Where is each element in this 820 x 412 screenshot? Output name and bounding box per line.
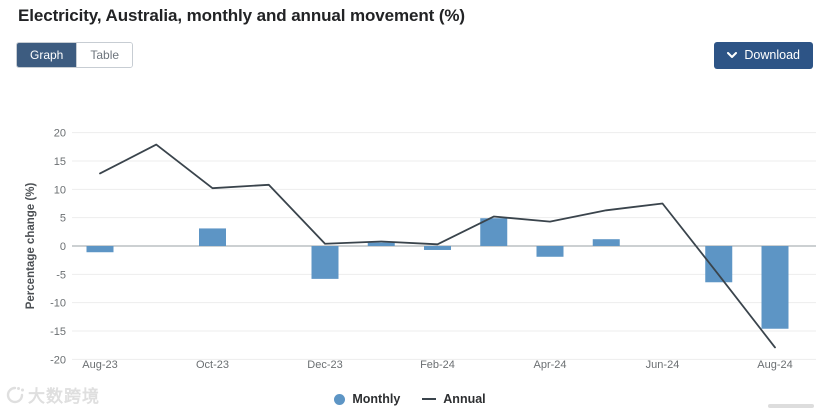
bar-monthly[interactable] bbox=[367, 242, 395, 246]
graph-tab[interactable]: Graph bbox=[17, 43, 77, 67]
chevron-down-icon bbox=[727, 49, 738, 62]
x-tick-label: Aug-23 bbox=[82, 359, 117, 371]
bar-monthly[interactable] bbox=[199, 228, 226, 246]
annual-line-icon bbox=[422, 397, 437, 401]
table-tab[interactable]: Table bbox=[76, 43, 133, 67]
legend-label-monthly: Monthly bbox=[352, 392, 401, 406]
x-tick-label: Dec-23 bbox=[307, 359, 342, 371]
combo-chart: 20 15 10 5 0 -5 -10 -15 -20 Aug-23 Oct-23 Dec-23 Feb… bbox=[25, 128, 816, 371]
y-tick-label: 10 bbox=[54, 184, 66, 196]
monthly-dot-icon bbox=[334, 393, 346, 405]
bar-monthly[interactable] bbox=[480, 218, 508, 246]
y-tick-label: -5 bbox=[56, 269, 66, 281]
download-button[interactable]: Download bbox=[714, 42, 813, 69]
x-tick-label: Oct-23 bbox=[196, 359, 229, 371]
chart-legend: Monthly Annual bbox=[0, 392, 820, 406]
view-toggle: Graph Table bbox=[16, 42, 134, 68]
x-tick-label: Apr-24 bbox=[533, 359, 566, 371]
legend-label-annual: Annual bbox=[443, 392, 486, 406]
y-tick-label: 15 bbox=[54, 156, 66, 168]
x-tick-label: Aug-24 bbox=[757, 359, 792, 371]
bar-monthly[interactable] bbox=[311, 246, 339, 279]
y-tick-label: -20 bbox=[50, 354, 66, 366]
y-axis-title: Percentage change (%) bbox=[25, 183, 37, 310]
x-tick-label: Feb-24 bbox=[420, 359, 455, 371]
y-tick-label: 5 bbox=[60, 213, 66, 225]
x-tick-label: Jun-24 bbox=[646, 359, 680, 371]
bar-monthly[interactable] bbox=[86, 246, 114, 253]
horizontal-scrollbar-thumb[interactable] bbox=[768, 404, 814, 408]
chart-canvas[interactable]: 20 15 10 5 0 -5 -10 -15 -20 Aug-23 Oct-23 Dec-23 Feb… bbox=[0, 100, 820, 380]
annual-line[interactable] bbox=[99, 143, 776, 349]
bar-monthly[interactable] bbox=[424, 246, 451, 250]
download-label: Download bbox=[744, 48, 800, 62]
y-tick-label: -10 bbox=[50, 298, 66, 310]
bar-monthly[interactable] bbox=[761, 246, 789, 329]
legend-item-monthly[interactable]: Monthly bbox=[334, 392, 400, 406]
y-tick-label: 20 bbox=[54, 128, 66, 140]
y-tick-label: 0 bbox=[60, 241, 66, 253]
y-tick-label: -15 bbox=[50, 326, 66, 338]
bar-monthly[interactable] bbox=[536, 246, 564, 257]
bar-monthly[interactable] bbox=[592, 239, 620, 246]
legend-item-annual[interactable]: Annual bbox=[422, 392, 486, 406]
page-title: Electricity, Australia, monthly and annu… bbox=[18, 6, 465, 25]
